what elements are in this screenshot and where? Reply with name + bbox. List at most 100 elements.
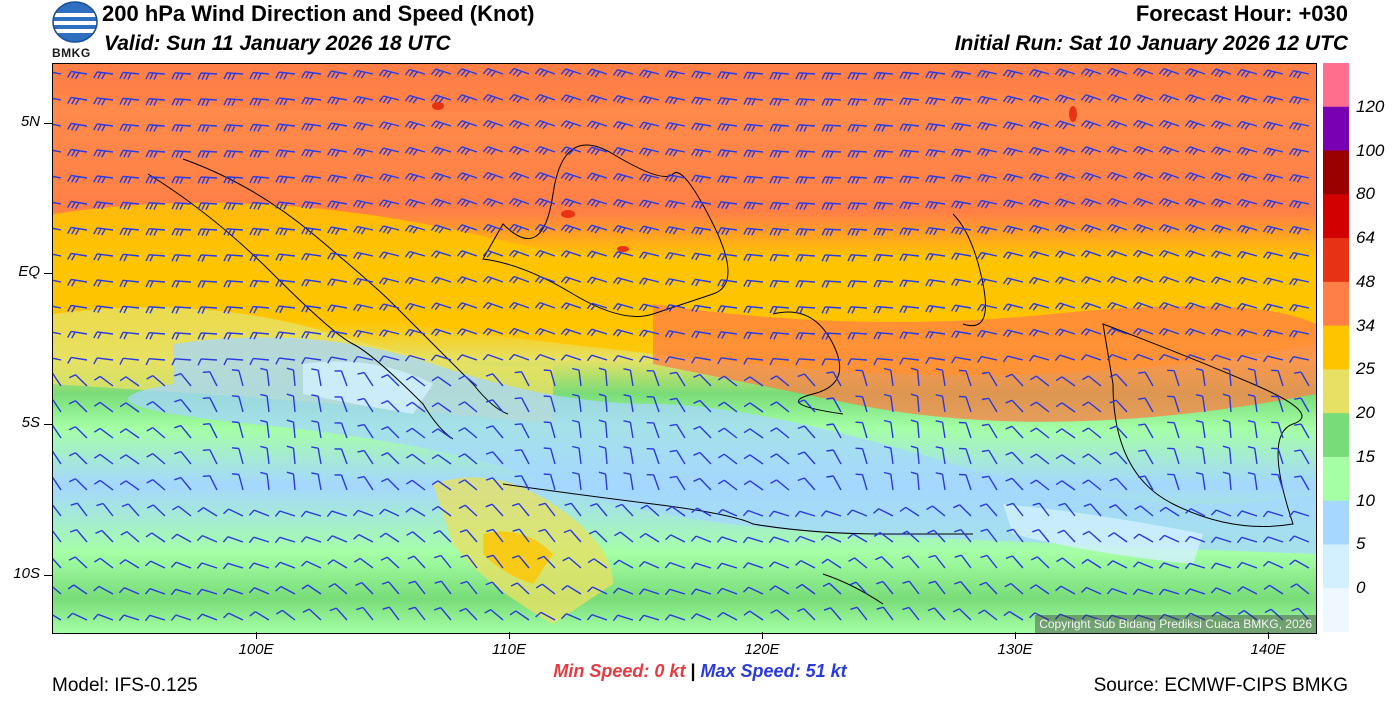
wind-barb — [1262, 510, 1284, 518]
wind-barb — [1294, 449, 1310, 465]
wind-barb — [586, 276, 608, 285]
wind-barb — [301, 149, 322, 158]
wind-barb — [769, 71, 790, 80]
wind-barb — [769, 279, 790, 288]
wind-barb — [1080, 198, 1102, 208]
wind-barb — [249, 71, 270, 80]
wind-barb — [1132, 327, 1154, 336]
wind-barb — [67, 356, 88, 364]
wind-barb — [145, 560, 166, 569]
wind-barb — [1054, 120, 1076, 130]
wind-barb — [93, 305, 114, 313]
wind-barb — [873, 97, 894, 106]
wind-barb — [1262, 121, 1284, 131]
wind-barb — [145, 228, 166, 236]
wind-barb — [404, 276, 426, 285]
wind-barb — [430, 328, 452, 337]
wind-barb — [691, 252, 712, 261]
wind-barb — [327, 252, 348, 261]
wind-barb — [855, 395, 868, 413]
wind-barb — [197, 254, 218, 262]
wind-barb — [928, 580, 946, 595]
wind-barb — [514, 397, 530, 413]
wind-barb — [717, 253, 738, 261]
colorbar-swatch — [1323, 194, 1349, 239]
wind-barb — [1167, 473, 1180, 491]
wind-barb — [1082, 453, 1102, 465]
wind-barb — [1289, 174, 1310, 183]
wind-barb — [623, 472, 634, 491]
wind-barb — [119, 357, 140, 365]
wind-barb — [664, 278, 686, 286]
wind-barb — [638, 121, 660, 131]
wind-barb — [1222, 445, 1232, 465]
wind-barb — [1028, 354, 1050, 362]
colorbar-swatch — [1323, 588, 1349, 632]
wind-barb — [434, 580, 452, 595]
wind-barb — [612, 355, 634, 362]
model-info: Model: IFS-0.125 — [52, 675, 198, 696]
wind-barb — [743, 71, 764, 80]
wind-barb — [1002, 277, 1024, 286]
wind-barb — [508, 171, 530, 182]
wind-barb — [1058, 502, 1076, 517]
wind-barb — [223, 124, 244, 133]
wind-barb — [1082, 530, 1102, 543]
wind-barb — [1054, 354, 1076, 362]
wind-barb — [1032, 502, 1050, 517]
wind-barb — [174, 372, 192, 387]
wind-barb — [508, 67, 530, 78]
wind-barb — [1006, 502, 1024, 517]
wind-barb — [1158, 275, 1180, 284]
wind-barb — [598, 445, 608, 465]
wind-barb — [1082, 401, 1102, 413]
wind-barb — [795, 72, 816, 81]
wind-barb — [378, 355, 400, 363]
wind-barb — [1262, 147, 1284, 157]
wind-barb — [353, 69, 374, 79]
wind-barb — [717, 71, 738, 80]
wind-barb — [743, 201, 764, 210]
wind-barb — [873, 508, 894, 517]
wind-barb — [146, 400, 166, 413]
wind-barb — [275, 175, 296, 184]
wind-barb — [586, 224, 608, 234]
wind-barb — [378, 251, 400, 260]
wind-barb — [53, 450, 62, 465]
wind-barb — [935, 446, 946, 465]
wind-barb — [456, 302, 478, 310]
wind-barb — [1106, 587, 1128, 595]
wind-barb — [408, 580, 426, 595]
wind-barb — [873, 305, 894, 314]
wind-barb — [381, 374, 400, 387]
wind-barb — [612, 277, 634, 285]
wind-barb — [769, 201, 790, 210]
wind-barb — [572, 445, 582, 465]
wind-barb — [612, 329, 634, 337]
wind-barb — [560, 68, 582, 78]
wind-barb — [1288, 535, 1310, 543]
wind-barb — [431, 454, 452, 465]
wind-barb — [534, 275, 556, 284]
wind-barb — [430, 302, 452, 311]
wind-barb — [1195, 472, 1206, 491]
wind-barb — [950, 226, 972, 235]
wind-barb — [795, 358, 816, 366]
wind-barb — [202, 397, 218, 413]
wind-barb — [899, 331, 920, 340]
wind-barb — [693, 477, 712, 491]
wind-barb — [430, 146, 452, 156]
wind-barb — [1210, 587, 1232, 595]
wind-barb — [899, 175, 920, 184]
wind-barb — [260, 471, 270, 491]
wind-barb — [950, 278, 972, 287]
wind-barb — [248, 562, 270, 570]
wind-barb — [353, 95, 374, 105]
wind-barb — [847, 150, 868, 159]
wind-barb — [311, 420, 322, 439]
wind-barb — [275, 71, 296, 80]
wind-barb — [743, 586, 764, 595]
wind-barb — [93, 375, 114, 387]
wind-barb — [1109, 373, 1128, 387]
wind-barb — [742, 536, 764, 544]
